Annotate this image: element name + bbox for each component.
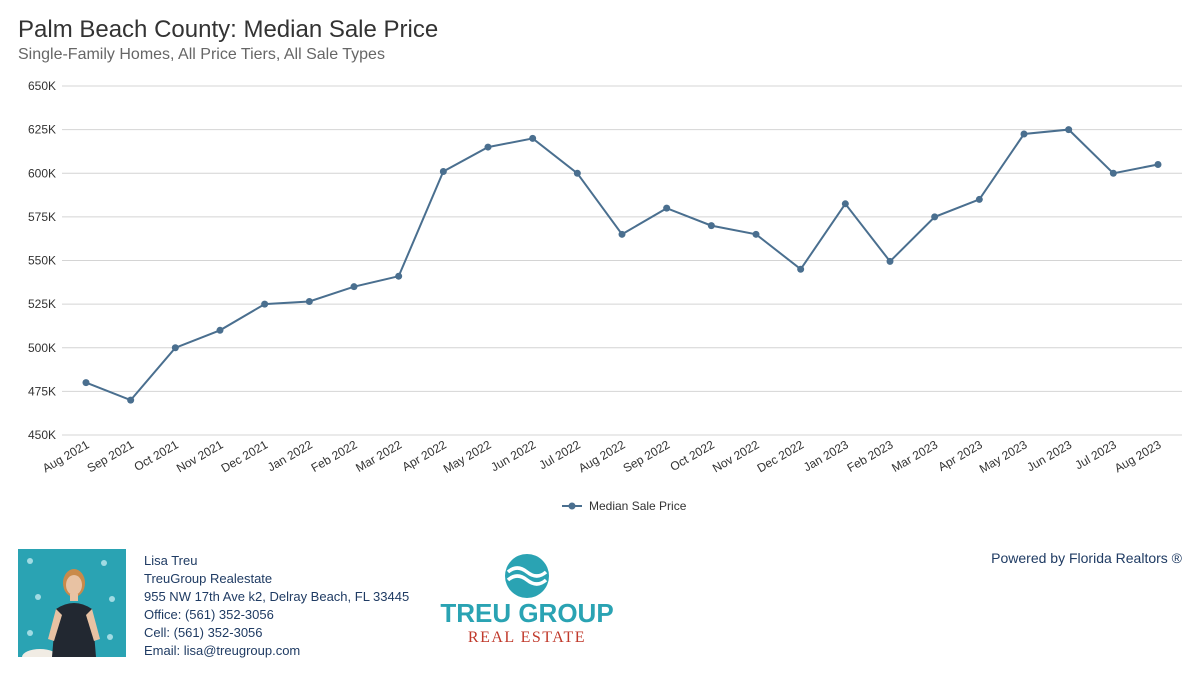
chart-subtitle: Single-Family Homes, All Price Tiers, Al… (18, 46, 385, 63)
x-tick-label: Mar 2022 (353, 437, 404, 475)
legend-label: Median Sale Price (589, 499, 687, 513)
data-point[interactable] (305, 298, 313, 306)
data-point[interactable] (350, 283, 358, 291)
legend-dot-marker (568, 502, 576, 510)
data-point[interactable] (1065, 126, 1073, 134)
y-tick-label: 625K (28, 123, 56, 137)
data-point[interactable] (707, 222, 715, 230)
agent-cell-phone[interactable]: Cell: (561) 352-3056 (144, 625, 263, 640)
data-point[interactable] (82, 379, 90, 387)
x-tick-label: Jun 2023 (1024, 437, 1074, 474)
data-point[interactable] (395, 272, 403, 280)
y-tick-label: 525K (28, 297, 56, 311)
data-point[interactable] (752, 230, 760, 238)
agent-email[interactable]: Email: lisa@treugroup.com (144, 643, 301, 658)
agent-name: Lisa Treu (144, 553, 198, 568)
x-tick-label: Aug 2021 (40, 437, 92, 475)
x-tick-label: Apr 2023 (936, 437, 985, 474)
data-point[interactable] (1109, 169, 1117, 177)
agent-office-phone[interactable]: Office: (561) 352-3056 (144, 607, 274, 622)
data-point[interactable] (216, 326, 224, 334)
y-tick-label: 475K (28, 384, 56, 398)
logo-text-secondary: REAL ESTATE (468, 629, 586, 646)
y-tick-label: 450K (28, 428, 56, 442)
x-tick-label: Oct 2021 (132, 437, 181, 474)
x-tick-label: May 2022 (441, 437, 494, 476)
data-point[interactable] (797, 265, 805, 273)
powered-by-florida-realtors[interactable]: Powered by Florida Realtors ® (991, 550, 1182, 566)
x-tick-label: Jan 2022 (265, 437, 315, 474)
x-tick-label: Sep 2021 (85, 437, 137, 475)
y-tick-label: 600K (28, 166, 56, 180)
treu-group-logo: TREU GROUP REAL ESTATE (432, 552, 622, 652)
series-line (85, 128, 1159, 402)
agent-company: TreuGroup Realestate (144, 571, 273, 586)
x-tick-label: Dec 2022 (755, 437, 807, 475)
wave-emblem-icon (505, 554, 549, 598)
x-tick-label: Jan 2023 (801, 437, 851, 474)
x-tick-label: Jul 2022 (537, 437, 584, 472)
x-tick-label: Nov 2022 (710, 437, 762, 475)
x-tick-label: Mar 2023 (889, 437, 940, 475)
data-point[interactable] (975, 195, 983, 203)
data-point[interactable] (439, 168, 447, 176)
data-point[interactable] (1154, 161, 1162, 169)
x-tick-label: Feb 2023 (845, 437, 896, 475)
agent-address: 955 NW 17th Ave k2, Delray Beach, FL 334… (144, 589, 410, 604)
x-tick-label: Sep 2022 (621, 437, 673, 475)
x-tick-label: Aug 2023 (1112, 437, 1164, 475)
x-tick-label: Jul 2023 (1073, 437, 1120, 472)
data-point[interactable] (484, 143, 492, 151)
x-tick-label: Oct 2022 (668, 437, 717, 474)
x-tick-label: Aug 2022 (576, 437, 628, 475)
data-point[interactable] (1020, 130, 1028, 138)
data-point[interactable] (663, 204, 671, 212)
chart-title: Palm Beach County: Median Sale Price (18, 16, 439, 43)
data-point[interactable] (931, 213, 939, 221)
data-point[interactable] (127, 396, 135, 404)
gridlines (62, 85, 1182, 436)
y-tick-label: 550K (28, 254, 56, 268)
data-point[interactable] (573, 169, 581, 177)
data-point[interactable] (618, 230, 626, 238)
line-chart: 450K 475K 500K 525K 550K 575K 600K 625K 650K Aug… (28, 79, 1182, 513)
x-tick-label: Apr 2022 (400, 437, 449, 474)
y-tick-label: 500K (28, 341, 56, 355)
agent-photo (18, 549, 126, 657)
legend[interactable]: Median Sale Price (562, 499, 687, 513)
x-tick-label: Nov 2021 (174, 437, 226, 475)
x-tick-label: May 2023 (977, 437, 1030, 476)
data-point[interactable] (841, 200, 849, 208)
data-point[interactable] (529, 134, 537, 142)
x-tick-label: Dec 2021 (219, 437, 271, 475)
y-tick-label: 650K (28, 79, 56, 93)
x-tick-label: Feb 2022 (309, 437, 360, 475)
data-point[interactable] (261, 300, 269, 308)
agent-contact-block: Lisa Treu TreuGroup Realestate 955 NW 17… (144, 552, 409, 660)
series-median-sale-price (82, 126, 1162, 404)
data-point[interactable] (171, 344, 179, 352)
x-tick-label: Jun 2022 (488, 437, 538, 474)
data-point[interactable] (886, 257, 894, 265)
logo-text-primary: TREU GROUP (440, 598, 613, 628)
y-axis-ticks: 450K 475K 500K 525K 550K 575K 600K 625K 650K (28, 79, 56, 442)
y-tick-label: 575K (28, 210, 56, 224)
